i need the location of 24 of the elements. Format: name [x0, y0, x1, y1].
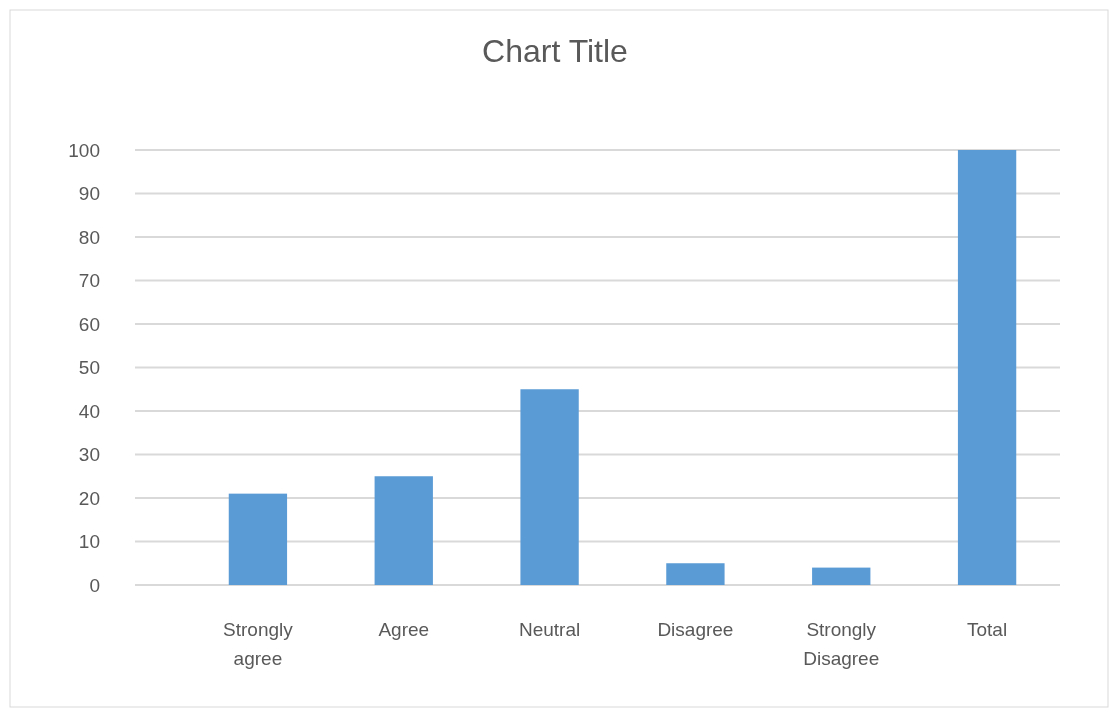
y-tick-label: 80 — [78, 226, 100, 248]
y-tick-label: 20 — [78, 487, 100, 509]
bar — [374, 476, 433, 585]
chart-title: Chart Title — [482, 33, 628, 69]
y-tick-label: 0 — [89, 574, 100, 596]
x-tick-label: Strongly agree — [223, 619, 294, 669]
bar — [666, 563, 725, 585]
x-tick-label: Agree — [378, 619, 430, 640]
y-tick-label: 10 — [78, 531, 100, 553]
y-tick-label: 50 — [78, 357, 100, 379]
x-tick-label: Strongly Disagree — [803, 619, 880, 669]
bar — [520, 389, 579, 585]
y-tick-label: 40 — [78, 400, 100, 422]
x-tick-label: Total — [967, 619, 1008, 640]
y-tick-label: 70 — [78, 270, 100, 292]
y-tick-label: 90 — [78, 183, 100, 205]
bar — [957, 150, 1017, 585]
bar — [228, 493, 288, 585]
y-tick-label: 60 — [78, 313, 100, 335]
y-tick-label: 30 — [78, 444, 100, 466]
x-tick-label: Neutral — [518, 619, 581, 640]
x-tick-label: Disagree — [657, 619, 734, 640]
y-tick-label: 100 — [68, 139, 100, 161]
bar — [812, 567, 871, 585]
